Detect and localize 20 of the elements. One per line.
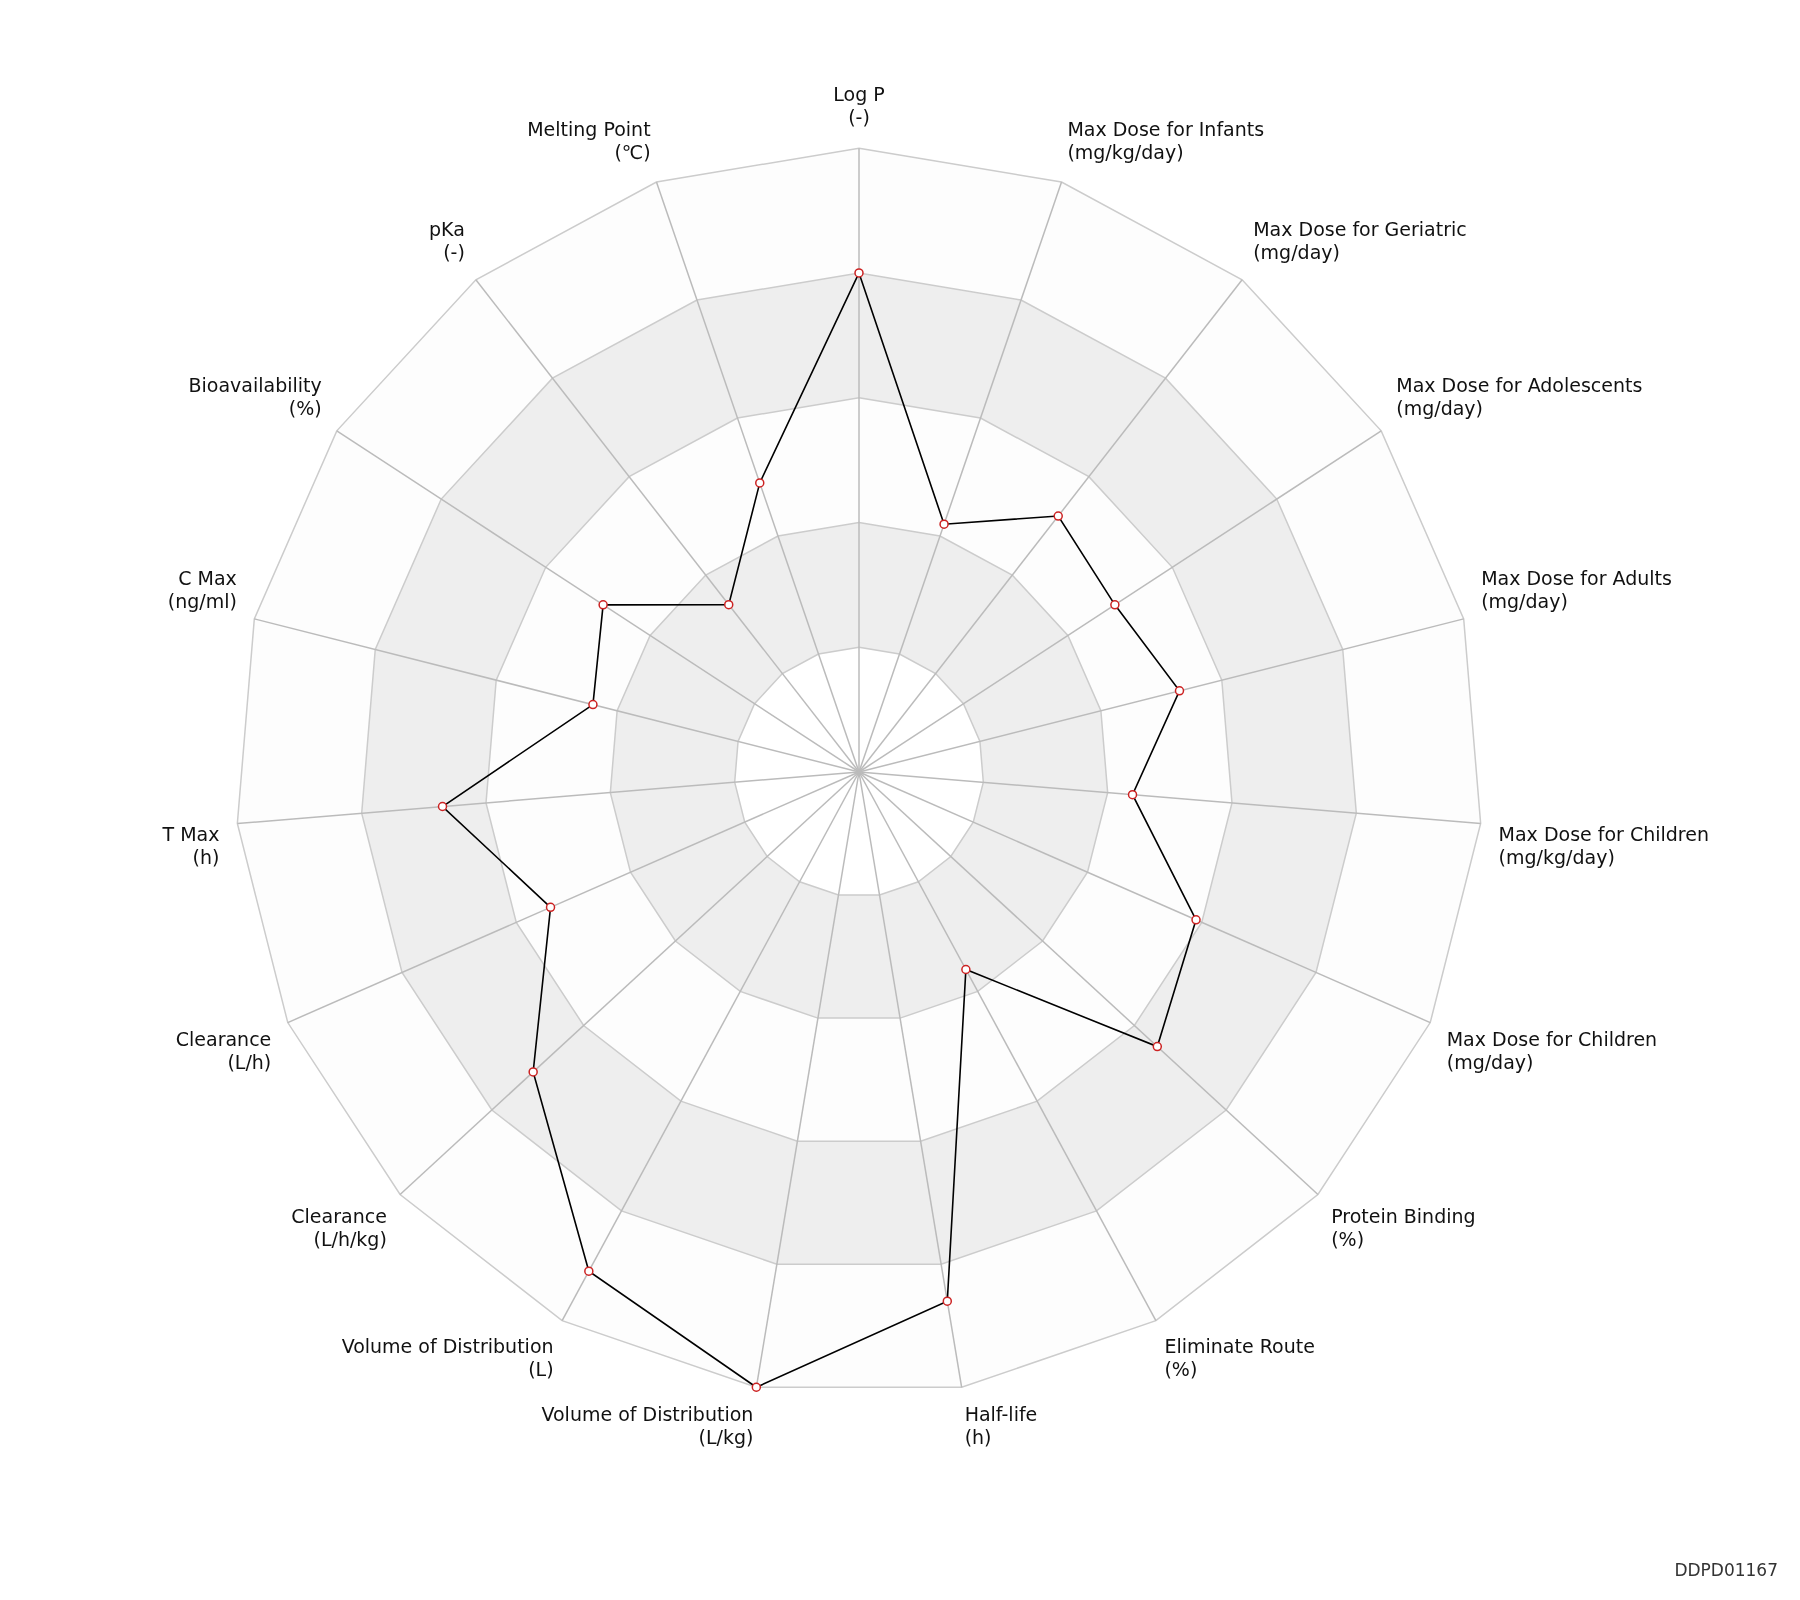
spoke-label: Clearance (L/h/kg) (291, 1205, 387, 1250)
spoke-label: Protein Binding (%) (1331, 1205, 1476, 1250)
spoke-label: C Max (ng/ml) (167, 567, 237, 612)
spoke-label: Max Dose for Infants (mg/kg/day) (1067, 117, 1265, 163)
spoke-label: Volume of Distribution (L) (341, 1334, 554, 1380)
spoke-label: Volume of Distribution (L/kg) (541, 1403, 754, 1449)
spoke-label: Melting Point (℃) (527, 117, 651, 163)
spoke-label: pKa (-) (428, 218, 465, 264)
spoke-label: Log P (-) (833, 82, 885, 128)
spoke-label: Max Dose for Children (mg/day) (1446, 1028, 1658, 1073)
spoke-label: Max Dose for Adolescents (mg/day) (1396, 373, 1643, 419)
spoke-label: Max Dose for Children (mg/kg/day) (1498, 823, 1709, 869)
spoke-label: Clearance (L/h) (175, 1028, 272, 1073)
spoke-label: Max Dose for Geriatric (mg/day) (1253, 218, 1467, 264)
spoke-label: Half-life (h) (964, 1403, 1038, 1449)
spoke-label: Eliminate Route (%) (1164, 1334, 1315, 1380)
spoke-label: Max Dose for Adults (mg/day) (1481, 567, 1672, 612)
spoke-label: T Max (h) (161, 823, 220, 869)
text: DDPD01167 (1674, 1560, 1778, 1580)
spoke-label: Bioavailability (%) (188, 373, 322, 419)
